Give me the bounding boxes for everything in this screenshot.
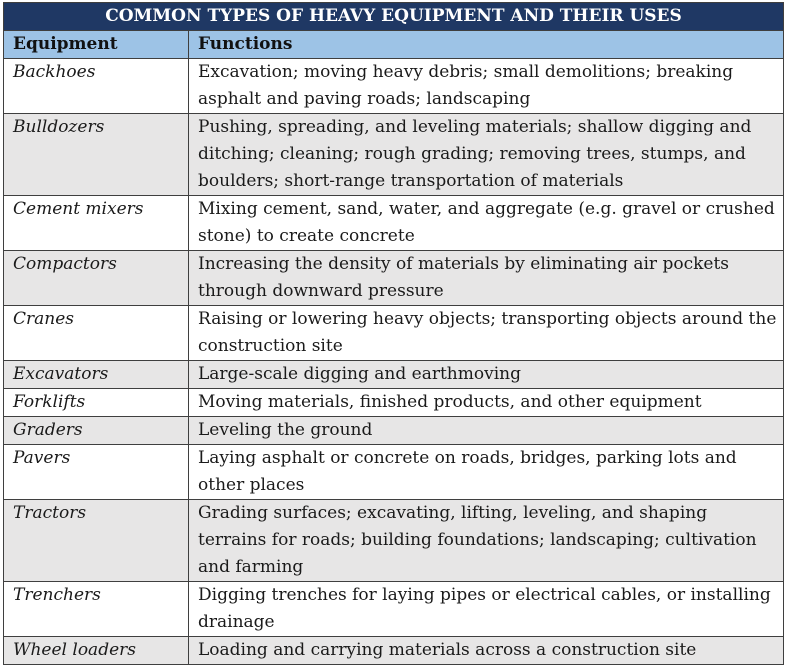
- functions-cell: Raising or lowering heavy objects; trans…: [188, 305, 784, 361]
- functions-cell: Large-scale digging and earthmoving: [188, 360, 784, 389]
- table-row: Compactors Increasing the density of mat…: [3, 250, 784, 306]
- equipment-cell: Forklifts: [3, 388, 189, 417]
- equipment-cell: Pavers: [3, 444, 189, 500]
- table-row: Wheel loaders Loading and carrying mater…: [3, 636, 784, 665]
- table-body: Backhoes Excavation; moving heavy debris…: [3, 58, 784, 665]
- table-title-row: COMMON TYPES OF HEAVY EQUIPMENT AND THEI…: [3, 2, 784, 31]
- column-header-functions: Functions: [188, 30, 784, 59]
- equipment-cell: Trenchers: [3, 581, 189, 637]
- equipment-cell: Cement mixers: [3, 195, 189, 251]
- equipment-cell: Bulldozers: [3, 113, 189, 196]
- table-row: Trenchers Digging trenches for laying pi…: [3, 581, 784, 637]
- equipment-cell: Graders: [3, 416, 189, 445]
- table-row: Forklifts Moving materials, finished pro…: [3, 388, 784, 417]
- functions-cell: Leveling the ground: [188, 416, 784, 445]
- column-header-equipment: Equipment: [3, 30, 189, 59]
- equipment-cell: Excavators: [3, 360, 189, 389]
- table-title: COMMON TYPES OF HEAVY EQUIPMENT AND THEI…: [3, 2, 784, 31]
- table-row: Cement mixers Mixing cement, sand, water…: [3, 195, 784, 251]
- equipment-cell: Tractors: [3, 499, 189, 582]
- functions-cell: Moving materials, finished products, and…: [188, 388, 784, 417]
- functions-cell: Grading surfaces; excavating, lifting, l…: [188, 499, 784, 582]
- functions-cell: Increasing the density of materials by e…: [188, 250, 784, 306]
- functions-cell: Loading and carrying materials across a …: [188, 636, 784, 665]
- functions-cell: Mixing cement, sand, water, and aggregat…: [188, 195, 784, 251]
- equipment-cell: Backhoes: [3, 58, 189, 114]
- table-row: Tractors Grading surfaces; excavating, l…: [3, 499, 784, 582]
- table-row: Excavators Large-scale digging and earth…: [3, 360, 784, 389]
- table-row: Backhoes Excavation; moving heavy debris…: [3, 58, 784, 114]
- equipment-cell: Cranes: [3, 305, 189, 361]
- equipment-cell: Compactors: [3, 250, 189, 306]
- table-row: Bulldozers Pushing, spreading, and level…: [3, 113, 784, 196]
- functions-cell: Excavation; moving heavy debris; small d…: [188, 58, 784, 114]
- equipment-cell: Wheel loaders: [3, 636, 189, 665]
- table-row: Cranes Raising or lowering heavy objects…: [3, 305, 784, 361]
- functions-cell: Laying asphalt or concrete on roads, bri…: [188, 444, 784, 500]
- equipment-table: COMMON TYPES OF HEAVY EQUIPMENT AND THEI…: [3, 2, 784, 665]
- table-row: Pavers Laying asphalt or concrete on roa…: [3, 444, 784, 500]
- functions-cell: Digging trenches for laying pipes or ele…: [188, 581, 784, 637]
- table-row: Graders Leveling the ground: [3, 416, 784, 445]
- functions-cell: Pushing, spreading, and leveling materia…: [188, 113, 784, 196]
- column-header-row: Equipment Functions: [3, 30, 784, 59]
